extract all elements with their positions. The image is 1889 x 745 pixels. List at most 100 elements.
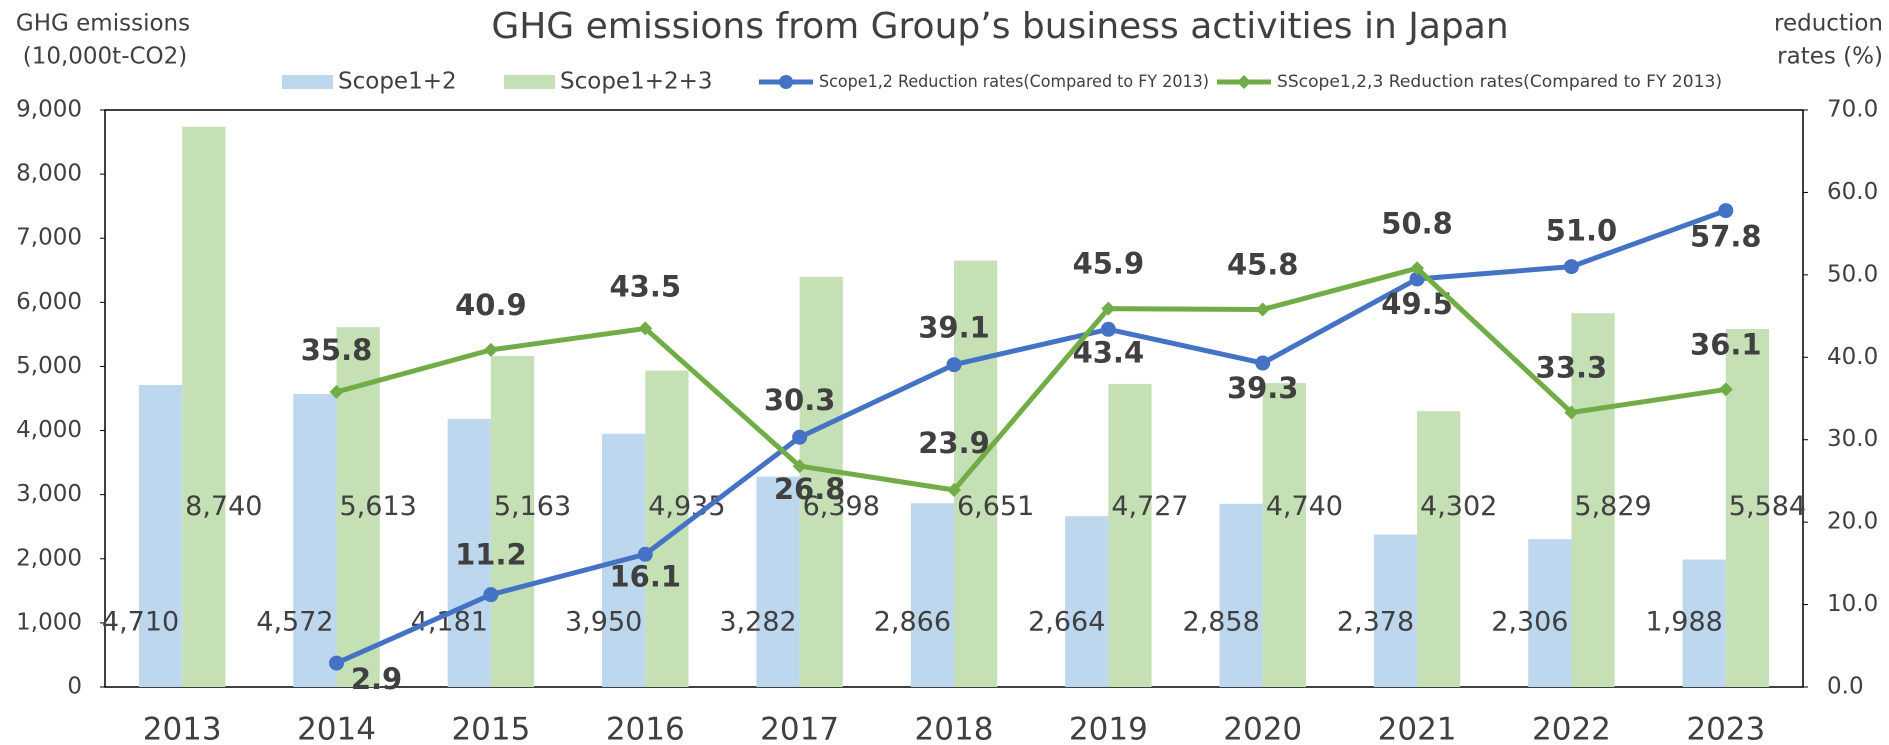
bar-value-label: 3,282 — [719, 606, 796, 637]
y2-tick-label: 0.0 — [1827, 674, 1864, 700]
line-marker — [638, 321, 653, 336]
y-tick-label: 0 — [67, 674, 82, 700]
y-tick-label: 2,000 — [16, 545, 82, 571]
bar — [182, 126, 226, 688]
bar-value-label: 4,727 — [1111, 491, 1188, 522]
y-tick-label: 4,000 — [16, 417, 82, 443]
y2-tick-label: 30.0 — [1827, 426, 1878, 452]
bar — [756, 476, 800, 687]
legend-swatch — [282, 75, 333, 89]
line-value-label: 16.1 — [609, 559, 681, 593]
line-value-label: 33.3 — [1536, 351, 1608, 385]
line-marker — [1101, 301, 1116, 316]
bar-value-label: 8,740 — [185, 491, 262, 522]
legend-swatch — [504, 75, 555, 89]
line-marker — [946, 357, 962, 373]
y2-tick-label: 60.0 — [1827, 179, 1878, 205]
line-value-label: 45.8 — [1227, 247, 1299, 281]
y-axis-label: (10,000t-CO2) — [23, 44, 188, 70]
line-marker — [1564, 405, 1579, 420]
x-tick-label: 2020 — [1223, 712, 1302, 745]
line-value-label: 43.4 — [1073, 335, 1145, 369]
line-marker — [947, 482, 961, 497]
bar-value-label: 5,829 — [1574, 491, 1651, 522]
line-marker — [329, 655, 345, 671]
line-marker — [483, 342, 498, 357]
bar — [1108, 383, 1152, 687]
bar-value-label: 4,740 — [1266, 491, 1343, 522]
line-marker — [792, 429, 808, 445]
bar — [293, 393, 337, 687]
line-value-label: 57.8 — [1690, 220, 1762, 254]
bar — [1219, 503, 1263, 687]
line-marker — [792, 459, 807, 474]
y-tick-label: 7,000 — [16, 225, 82, 251]
bar-value-label: 3,950 — [565, 606, 642, 637]
bar-value-label: 2,306 — [1491, 606, 1568, 637]
line-marker — [1100, 321, 1116, 337]
bar — [447, 418, 491, 687]
y-tick-label: 9,000 — [16, 97, 82, 123]
y2-axis-label: reduction — [1774, 11, 1883, 37]
bar-value-label: 5,613 — [340, 491, 417, 522]
legend-label: SScope1,2,3 Reduction rates(Compared to … — [1277, 72, 1722, 92]
bar — [1373, 534, 1418, 687]
line-marker — [637, 546, 653, 562]
legend-label: Scope1+2+3 — [560, 69, 713, 95]
y-tick-label: 1,000 — [16, 609, 82, 635]
x-tick-label: 2014 — [297, 712, 376, 745]
line-value-label: 11.2 — [455, 538, 527, 572]
bar-value-label: 5,163 — [494, 491, 571, 522]
line-value-label: 39.3 — [1227, 371, 1299, 405]
bar — [1725, 329, 1770, 687]
line-marker — [1255, 302, 1270, 317]
bar — [1571, 313, 1615, 687]
line-value-label: 50.8 — [1381, 206, 1453, 240]
bar-value-label: 2,664 — [1028, 606, 1105, 637]
bar-value-label: 4,935 — [648, 491, 725, 522]
y-tick-label: 6,000 — [16, 289, 82, 315]
line-value-label: 40.9 — [455, 288, 527, 322]
y2-tick-label: 50.0 — [1827, 261, 1878, 287]
line-marker — [1718, 382, 1733, 397]
line-marker — [1255, 355, 1271, 371]
chart-title: GHG emissions from Group’s business acti… — [491, 6, 1508, 47]
bar — [138, 385, 183, 687]
bar-value-label: 2,378 — [1337, 606, 1414, 637]
bar-value-label: 6,651 — [957, 491, 1034, 522]
x-tick-label: 2013 — [143, 712, 222, 745]
line — [335, 208, 1727, 666]
line-value-label: 36.1 — [1690, 327, 1762, 361]
y2-tick-label: 70.0 — [1827, 97, 1878, 123]
bar — [954, 260, 998, 687]
bar-value-label: 1,988 — [1646, 606, 1723, 637]
bar-value-label: 4,302 — [1420, 491, 1497, 522]
line-value-label: 39.1 — [918, 311, 990, 345]
line-marker — [1410, 261, 1425, 276]
x-tick-label: 2019 — [1069, 712, 1148, 745]
line-value-label: 30.3 — [764, 383, 836, 417]
bar — [799, 276, 843, 687]
bar-value-label: 5,584 — [1729, 491, 1806, 522]
x-tick-label: 2023 — [1686, 712, 1765, 745]
x-tick-label: 2018 — [915, 712, 994, 745]
y-tick-label: 3,000 — [16, 481, 82, 507]
bar-value-label: 2,866 — [874, 606, 951, 637]
x-tick-label: 2017 — [760, 712, 839, 745]
line-value-label: 23.9 — [918, 426, 990, 460]
line-value-label: 2.9 — [351, 662, 402, 696]
y2-tick-label: 20.0 — [1827, 509, 1878, 535]
y-tick-label: 8,000 — [16, 161, 82, 187]
y-axis-label: GHG emissions — [16, 11, 190, 37]
legend-label: Scope1+2 — [338, 69, 457, 95]
line-marker — [1563, 259, 1579, 275]
bar — [910, 503, 954, 687]
x-tick-label: 2022 — [1532, 712, 1611, 745]
legend-marker — [1237, 75, 1251, 89]
y-tick-label: 5,000 — [16, 353, 82, 379]
bar-value-label: 4,572 — [256, 606, 333, 637]
x-tick-label: 2016 — [606, 712, 685, 745]
bar — [1065, 516, 1109, 687]
y2-tick-label: 40.0 — [1827, 344, 1878, 370]
